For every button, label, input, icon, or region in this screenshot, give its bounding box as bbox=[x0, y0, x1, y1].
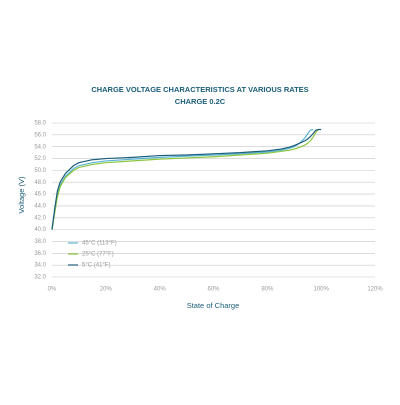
x-tick-label: 20% bbox=[100, 287, 113, 293]
y-tick-label: 46.0 bbox=[34, 192, 46, 198]
x-tick-label: 120% bbox=[367, 287, 383, 293]
x-tick-label: 0% bbox=[48, 287, 57, 293]
y-tick-label: 38.0 bbox=[34, 239, 46, 245]
series-line bbox=[51, 128, 322, 230]
series-line bbox=[51, 129, 319, 230]
x-tick-label: 100% bbox=[313, 287, 329, 293]
y-tick-label: 56.0 bbox=[34, 132, 46, 138]
y-tick-label: 34.0 bbox=[34, 263, 46, 269]
chart-subtitle: CHARGE 0.2C bbox=[175, 97, 226, 106]
y-tick-label: 50.0 bbox=[34, 168, 46, 174]
y-tick-label: 48.0 bbox=[34, 180, 46, 186]
y-tick-label: 42.0 bbox=[34, 215, 46, 221]
legend-label: 25°C (77°F) bbox=[82, 252, 114, 258]
y-tick-label: 32.0 bbox=[34, 275, 46, 281]
y-tick-label: 54.0 bbox=[34, 144, 46, 150]
y-axis-label: Voltage (V) bbox=[17, 176, 26, 214]
y-tick-label: 58.0 bbox=[34, 121, 46, 127]
y-tick-label: 44.0 bbox=[34, 204, 46, 210]
x-tick-label: 40% bbox=[154, 287, 167, 293]
series-line bbox=[51, 128, 314, 230]
legend-label: 45°C (113°F) bbox=[82, 241, 117, 247]
x-tick-label: 80% bbox=[261, 287, 274, 293]
legend-label: 5°C (41°F) bbox=[82, 263, 110, 269]
y-tick-label: 52.0 bbox=[34, 156, 46, 162]
y-tick-label: 36.0 bbox=[34, 251, 46, 257]
y-tick-label: 40.0 bbox=[34, 227, 46, 233]
chart-title: CHARGE VOLTAGE CHARACTERISTICS AT VARIOU… bbox=[91, 85, 308, 94]
x-tick-label: 60% bbox=[207, 287, 220, 293]
x-axis-label: State of Charge bbox=[187, 301, 240, 310]
